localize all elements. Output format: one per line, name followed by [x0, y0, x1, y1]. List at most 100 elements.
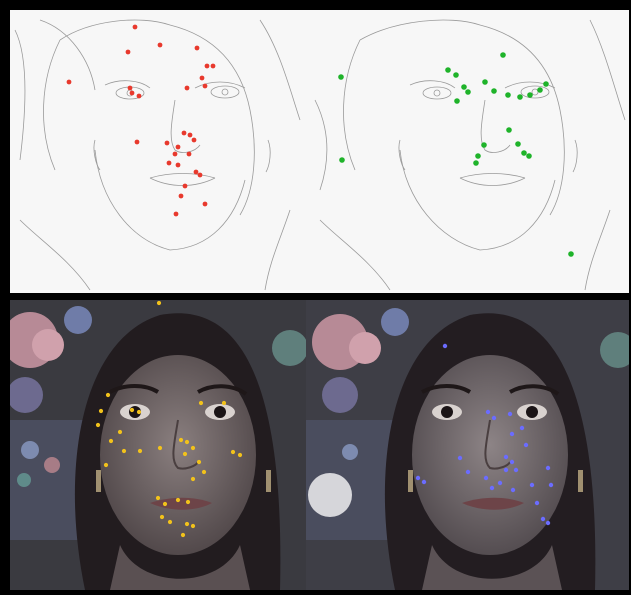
balloon: [64, 306, 92, 334]
nose: [172, 419, 199, 470]
face-edge-sketch: [314, 19, 626, 291]
keypoint-marker: [187, 132, 193, 138]
keypoint-marker: [548, 482, 554, 488]
keypoint-marker: [465, 469, 471, 475]
keypoint-marker: [521, 150, 527, 156]
mouth: [150, 497, 212, 510]
keypoint-marker: [221, 400, 227, 406]
keypoint-marker: [491, 415, 497, 421]
keypoint-marker: [509, 459, 515, 465]
keypoint-marker: [166, 160, 172, 166]
keypoint-marker: [164, 140, 170, 146]
keypoint-marker: [103, 462, 109, 468]
keypoint-marker: [199, 75, 205, 81]
keypoint-marker: [134, 139, 140, 145]
keypoint-marker: [175, 497, 181, 503]
keypoint-marker: [173, 211, 179, 217]
keypoint-marker: [338, 74, 344, 80]
keypoint-marker: [545, 465, 551, 471]
balloon: [342, 444, 358, 460]
keypoint-marker: [421, 479, 427, 485]
keypoint-marker: [457, 455, 463, 461]
left-earring: [96, 470, 101, 492]
edge-map-background: [10, 10, 308, 293]
keypoint-marker: [339, 157, 345, 163]
keypoint-marker: [181, 130, 187, 136]
keypoint-marker: [198, 400, 204, 406]
blue-keypoint-markers: [415, 343, 554, 526]
balloon: [308, 473, 352, 517]
keypoint-marker: [506, 127, 512, 133]
keypoint-marker: [178, 193, 184, 199]
keypoint-marker: [184, 521, 190, 527]
left-earring: [408, 470, 413, 492]
keypoint-marker: [201, 469, 207, 475]
keypoint-marker: [237, 452, 243, 458]
keypoint-marker: [442, 343, 448, 349]
keypoint-marker: [461, 84, 467, 90]
keypoint-marker: [230, 449, 236, 455]
keypoint-marker: [454, 98, 460, 104]
keypoint-marker: [129, 407, 135, 413]
keypoint-marker: [505, 92, 511, 98]
keypoint-marker: [190, 523, 196, 529]
keypoint-marker: [473, 160, 479, 166]
keypoint-marker: [568, 251, 574, 257]
keypoint-marker: [190, 445, 196, 451]
keypoint-marker: [500, 52, 506, 58]
keypoint-marker: [445, 67, 451, 73]
keypoint-marker: [485, 409, 491, 415]
keypoint-marker: [509, 431, 515, 437]
keypoint-marker: [180, 532, 186, 538]
mouth: [462, 497, 524, 510]
keypoint-marker: [510, 487, 516, 493]
keypoint-marker: [129, 90, 135, 96]
left-eyebrow: [421, 384, 472, 394]
keypoint-marker: [125, 49, 131, 55]
keypoint-marker: [475, 153, 481, 159]
keypoint-marker: [453, 72, 459, 78]
edge-map-panel-left: [10, 10, 308, 293]
keypoint-marker: [175, 162, 181, 168]
edge-map-panel-right: [308, 10, 629, 293]
keypoint-marker: [513, 467, 519, 473]
balloon: [349, 332, 381, 364]
left-pupil: [441, 406, 453, 418]
keypoint-marker: [156, 300, 162, 306]
right-pupil: [214, 406, 226, 418]
keypoint-marker: [534, 500, 540, 506]
row-separator: [0, 293, 631, 300]
nose: [484, 419, 511, 470]
keypoint-marker: [182, 183, 188, 189]
photo-panel-right: [306, 300, 629, 590]
right-pupil: [526, 406, 538, 418]
keypoint-marker: [172, 151, 178, 157]
keypoint-marker: [162, 501, 168, 507]
balloon: [32, 329, 64, 361]
keypoint-marker: [121, 448, 127, 454]
keypoint-marker: [175, 144, 181, 150]
keypoint-marker: [204, 63, 210, 69]
keypoint-marker: [527, 92, 533, 98]
keypoint-marker: [517, 94, 523, 100]
balloon: [17, 473, 31, 487]
keypoint-marker: [182, 451, 188, 457]
keypoint-marker: [489, 485, 495, 491]
balloon: [44, 457, 60, 473]
keypoint-marker: [194, 45, 200, 51]
right-eyebrow: [509, 384, 560, 396]
keypoint-marker: [503, 454, 509, 460]
keypoint-marker: [157, 445, 163, 451]
keypoint-marker: [108, 438, 114, 444]
balloon: [21, 441, 39, 459]
balloon: [272, 330, 306, 366]
keypoint-marker: [481, 142, 487, 148]
keypoint-marker: [105, 392, 111, 398]
keypoint-marker: [136, 409, 142, 415]
neck: [422, 545, 562, 590]
keypoint-marker: [159, 514, 165, 520]
keypoint-marker: [519, 425, 525, 431]
keypoint-marker: [167, 519, 173, 525]
keypoint-marker: [415, 475, 421, 481]
